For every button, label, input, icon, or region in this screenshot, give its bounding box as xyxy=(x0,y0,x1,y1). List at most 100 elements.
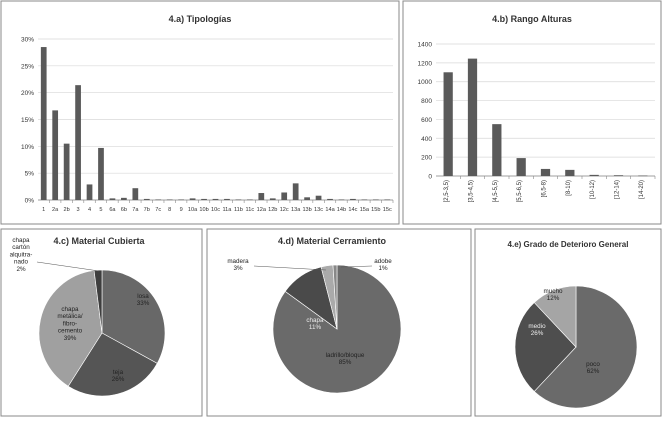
bar xyxy=(613,175,624,176)
bar xyxy=(63,143,70,200)
x-tick-label: 9 xyxy=(180,207,183,213)
bar xyxy=(350,198,356,200)
bar xyxy=(269,198,276,200)
slice-percent: 62% xyxy=(587,368,600,375)
x-tick-label: 11a xyxy=(222,207,232,213)
y-tick-label: 1200 xyxy=(418,60,433,67)
bar xyxy=(86,184,93,200)
pie-slice xyxy=(514,302,577,392)
bar xyxy=(281,192,288,200)
title-grado-deterioro: 4.e) Grado de Deterioro General xyxy=(508,240,629,249)
bar xyxy=(246,199,253,201)
x-tick-label: 13a xyxy=(291,207,301,213)
bar xyxy=(132,188,139,200)
x-tick-label: 15b xyxy=(371,207,380,213)
slice-label: madera 3% xyxy=(227,258,249,272)
x-tick-label: 10c xyxy=(211,207,220,213)
slice-label: mucho 12% xyxy=(544,288,563,302)
bar xyxy=(292,183,299,200)
y-tick-label: 0% xyxy=(25,198,35,205)
bar xyxy=(109,198,116,200)
pie-slice xyxy=(533,285,577,348)
slice-label: adobe 1% xyxy=(374,258,392,272)
bar xyxy=(40,47,47,200)
slice-percent: 3% xyxy=(233,265,243,272)
slice-percent: 39% xyxy=(64,335,77,342)
x-tick-label: 12a xyxy=(257,207,267,213)
bar xyxy=(443,72,453,176)
bar xyxy=(372,199,379,201)
slice-percent: 26% xyxy=(112,376,125,383)
x-tick-label: [8-10) xyxy=(566,180,572,196)
pie-slice xyxy=(38,270,103,387)
bar xyxy=(121,197,127,200)
x-tick-label: [14-20) xyxy=(639,180,645,199)
slice-percent: 12% xyxy=(547,295,560,302)
bar xyxy=(327,198,333,200)
x-tick-label: 7c xyxy=(155,207,161,213)
x-tick-label: 4 xyxy=(88,207,91,213)
slice-label: medio 26% xyxy=(528,323,546,337)
pie-slice xyxy=(67,332,158,397)
bar xyxy=(304,197,310,200)
y-tick-label: 200 xyxy=(421,155,432,162)
bar xyxy=(235,199,242,201)
slice-label: losa 33% xyxy=(137,293,150,307)
x-tick-label: 7b xyxy=(144,207,150,213)
bar xyxy=(338,199,345,201)
x-tick-label: 13c xyxy=(314,207,323,213)
x-tick-label: 12b xyxy=(268,207,277,213)
slice-label: ladrillo/bloque 85% xyxy=(326,352,365,366)
bar xyxy=(178,199,185,201)
x-tick-label: [12-14) xyxy=(615,180,621,199)
bar xyxy=(516,158,526,176)
bar xyxy=(361,199,368,201)
title-tipologias: 4.a) Tipologías xyxy=(169,14,232,24)
x-tick-label: 2b xyxy=(64,207,70,213)
x-tick-label: 6a xyxy=(109,207,116,213)
bar xyxy=(638,175,648,177)
x-tick-label: 10a xyxy=(188,207,198,213)
bar xyxy=(315,195,322,200)
bar xyxy=(155,199,162,201)
x-tick-label: 10b xyxy=(199,207,208,213)
x-tick-label: 14a xyxy=(325,207,335,213)
bar xyxy=(166,199,173,201)
x-tick-label: 8 xyxy=(168,207,171,213)
x-tick-label: [3,5-4,5) xyxy=(469,180,475,202)
y-tick-label: 20% xyxy=(21,90,34,97)
x-tick-label: 14c xyxy=(348,207,357,213)
y-tick-label: 1000 xyxy=(418,79,433,86)
bar xyxy=(258,193,265,200)
y-tick-label: 600 xyxy=(421,117,432,124)
x-tick-label: 15c xyxy=(383,207,392,213)
x-tick-label: [10-12) xyxy=(590,180,596,199)
pie-slice xyxy=(332,264,338,330)
bar xyxy=(384,199,391,201)
x-tick-label: 15a xyxy=(360,207,370,213)
y-tick-label: 25% xyxy=(21,63,34,70)
slice-label: chapa cartón alquitra-nado 2% xyxy=(10,237,33,273)
bar xyxy=(492,124,502,176)
bar xyxy=(212,198,219,200)
bar xyxy=(98,147,104,200)
pie-slice xyxy=(101,269,166,364)
pie-slice xyxy=(272,264,402,394)
leader-line xyxy=(36,261,100,272)
slice-percent: 1% xyxy=(378,265,388,272)
x-tick-label: 12c xyxy=(280,207,289,213)
slice-percent: 2% xyxy=(16,266,26,273)
bar xyxy=(75,85,81,200)
slice-percent: 85% xyxy=(339,359,352,366)
slice-label: chapa metálica/fibro-cemento 39% xyxy=(57,306,82,342)
x-tick-label: 2a xyxy=(52,207,59,213)
x-tick-label: [2,5-3,5) xyxy=(444,180,450,202)
bar xyxy=(224,198,230,200)
x-tick-label: 3 xyxy=(77,207,80,213)
x-tick-label: 11b xyxy=(234,207,243,213)
slice-percent: 33% xyxy=(137,300,150,307)
bar xyxy=(565,169,575,176)
slice-label: poco 62% xyxy=(586,361,600,375)
slice-percent: 26% xyxy=(531,330,544,337)
slice-label: teja 26% xyxy=(112,369,125,383)
